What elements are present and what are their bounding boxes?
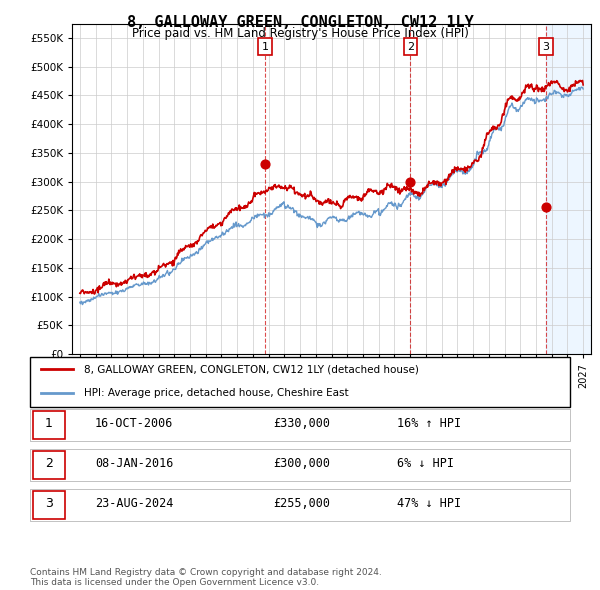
- FancyBboxPatch shape: [30, 449, 570, 481]
- Point: [541, 203, 551, 212]
- Point: [260, 160, 270, 169]
- FancyBboxPatch shape: [30, 409, 570, 441]
- FancyBboxPatch shape: [33, 491, 65, 519]
- Text: 47% ↓ HPI: 47% ↓ HPI: [397, 497, 461, 510]
- FancyBboxPatch shape: [33, 451, 65, 479]
- Text: 16-OCT-2006: 16-OCT-2006: [95, 417, 173, 430]
- Text: £300,000: £300,000: [273, 457, 330, 470]
- Text: 3: 3: [45, 497, 53, 510]
- Text: Price paid vs. HM Land Registry's House Price Index (HPI): Price paid vs. HM Land Registry's House …: [131, 27, 469, 40]
- Text: £255,000: £255,000: [273, 497, 330, 510]
- Text: 16% ↑ HPI: 16% ↑ HPI: [397, 417, 461, 430]
- Text: 8, GALLOWAY GREEN, CONGLETON, CW12 1LY: 8, GALLOWAY GREEN, CONGLETON, CW12 1LY: [127, 15, 473, 30]
- FancyBboxPatch shape: [30, 357, 570, 407]
- Text: 6% ↓ HPI: 6% ↓ HPI: [397, 457, 454, 470]
- Text: 1: 1: [45, 417, 53, 430]
- FancyBboxPatch shape: [33, 411, 65, 439]
- Text: 2: 2: [407, 41, 414, 51]
- Text: 08-JAN-2016: 08-JAN-2016: [95, 457, 173, 470]
- Text: 2: 2: [45, 457, 53, 470]
- Text: £330,000: £330,000: [273, 417, 330, 430]
- Text: 8, GALLOWAY GREEN, CONGLETON, CW12 1LY (detached house): 8, GALLOWAY GREEN, CONGLETON, CW12 1LY (…: [84, 365, 419, 375]
- Text: 3: 3: [542, 41, 550, 51]
- FancyBboxPatch shape: [30, 489, 570, 521]
- Point: [406, 177, 415, 186]
- Text: HPI: Average price, detached house, Cheshire East: HPI: Average price, detached house, Ches…: [84, 388, 349, 398]
- Text: 1: 1: [262, 41, 269, 51]
- Text: 23-AUG-2024: 23-AUG-2024: [95, 497, 173, 510]
- Text: Contains HM Land Registry data © Crown copyright and database right 2024.
This d: Contains HM Land Registry data © Crown c…: [30, 568, 382, 587]
